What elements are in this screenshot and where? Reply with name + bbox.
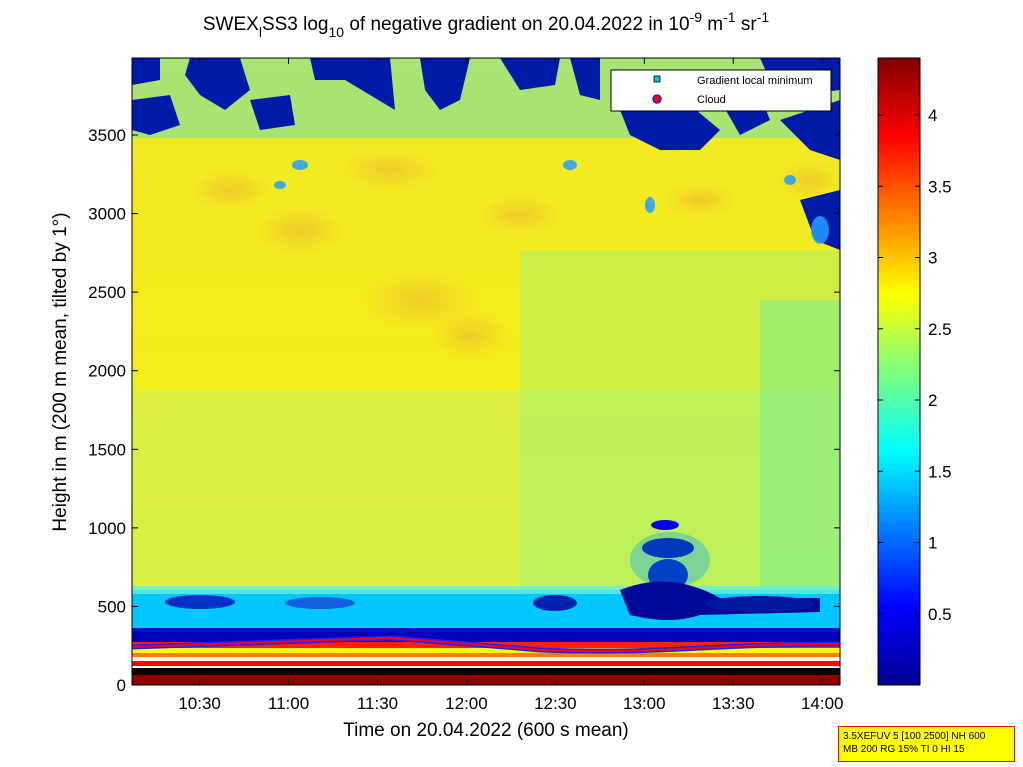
chart-title: SWEXlSS3 log10 of negative gradient on 2… — [203, 9, 769, 40]
x-tick-label: 11:00 — [268, 694, 309, 713]
infobox-line-1: 3.5XEFUV 5 [100 2500] NH 600 — [843, 731, 986, 742]
axes-frame — [131, 57, 841, 686]
settings-infobox: 3.5XEFUV 5 [100 2500] NH 600 MB 200 RG 1… — [838, 726, 1015, 762]
x-tick-label: 13:30 — [712, 694, 755, 713]
x-tick-label: 12:00 — [445, 694, 488, 713]
y-tick-label: 3500 — [88, 126, 126, 145]
legend-square-marker — [653, 75, 661, 83]
x-tick-label: 14:00 — [801, 694, 844, 713]
colorbar-tick-label: 3.5 — [928, 177, 952, 196]
infobox-line-2: MB 200 RG 15% TI 0 HI 15 — [843, 744, 965, 755]
x-axis: 10:30 11:00 11:30 12:00 12:30 13:00 13:30 14:00 — [178, 58, 843, 713]
colorbar-tick-label: 2 — [928, 391, 937, 410]
legend: Gradient local minimum Cloud — [610, 69, 832, 112]
y-tick-label: 2000 — [88, 362, 126, 381]
heatmap — [132, 58, 840, 685]
colorbar-tick-label: 1 — [928, 534, 937, 553]
y-axis: 0 500 1000 1500 2000 2500 3000 3500 — [88, 126, 840, 695]
y-tick-label: 1500 — [88, 440, 126, 459]
legend-label-cloud: Cloud — [697, 94, 726, 106]
colorbar-tick-label: 3 — [928, 249, 937, 268]
y-tick-label: 500 — [98, 597, 126, 616]
y-tick-label: 2500 — [88, 283, 126, 302]
colorbar-tick-label: 1.5 — [928, 462, 952, 481]
colorbar-tick-label: 0.5 — [928, 605, 952, 624]
legend-circle-marker — [652, 94, 662, 104]
colorbar-tick-label: 4 — [928, 106, 937, 125]
y-axis-label: Height in m (200 m mean, tilted by 1°) — [50, 212, 71, 531]
colorbar-tick-label: 2.5 — [928, 320, 952, 339]
y-tick-label: 1000 — [88, 519, 126, 538]
y-tick-label: 0 — [117, 676, 126, 695]
x-tick-label: 13:00 — [623, 694, 666, 713]
x-tick-label: 12:30 — [534, 694, 577, 713]
x-tick-label: 11:30 — [357, 694, 398, 713]
legend-label-gradient-min: Gradient local minimum — [697, 75, 813, 87]
x-axis-label: Time on 20.04.2022 (600 s mean) — [343, 720, 629, 741]
y-tick-label: 3000 — [88, 205, 126, 224]
colorbar: 0.5 1 1.5 2 2.5 3 3.5 4 — [877, 57, 952, 686]
x-tick-label: 10:30 — [178, 694, 221, 713]
